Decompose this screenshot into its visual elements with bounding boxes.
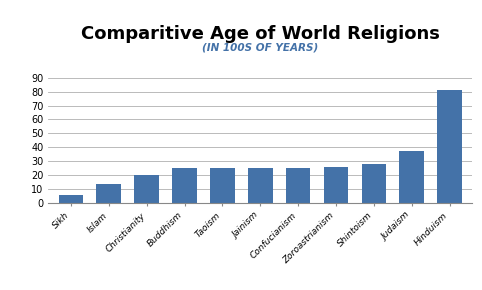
Bar — [96, 184, 121, 203]
Bar — [248, 168, 273, 203]
Bar — [362, 164, 386, 203]
Text: (IN 100S OF YEARS): (IN 100S OF YEARS) — [202, 43, 319, 53]
Bar — [400, 151, 424, 203]
Bar — [172, 168, 197, 203]
Bar — [286, 168, 310, 203]
Bar — [324, 167, 348, 203]
Title: Comparitive Age of World Religions: Comparitive Age of World Religions — [81, 25, 440, 43]
Bar — [59, 195, 83, 203]
Bar — [437, 90, 462, 203]
Bar — [134, 175, 159, 203]
Bar — [210, 168, 235, 203]
